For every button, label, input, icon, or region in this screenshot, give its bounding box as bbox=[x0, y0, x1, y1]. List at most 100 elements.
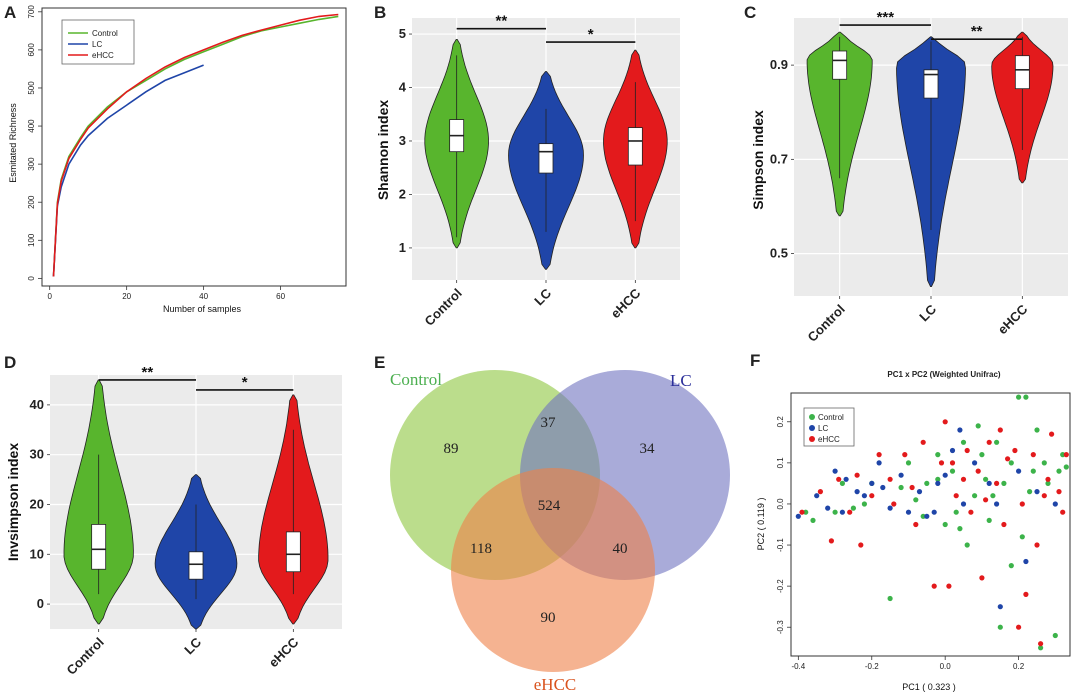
panel-f-point-control bbox=[898, 484, 904, 491]
panel-f-ytick-label: -0.2 bbox=[776, 579, 785, 593]
panel-f-point-control bbox=[1027, 489, 1033, 495]
scatter-legend-label-ehcc: eHCC bbox=[818, 435, 840, 444]
panel-f-point-control bbox=[994, 439, 1000, 445]
panel-f-point-ehcc bbox=[949, 460, 956, 466]
panel-f-point-ehcc bbox=[887, 476, 893, 482]
panel-a-ylabel: Esmitated Richness bbox=[8, 103, 18, 183]
panel-f-point-ehcc bbox=[858, 542, 864, 548]
d-ytick-label: 20 bbox=[30, 496, 44, 511]
panel-f-point-control bbox=[1052, 632, 1058, 639]
panel-f-point-control bbox=[1041, 460, 1047, 466]
panel-f-point-ehcc bbox=[986, 439, 992, 445]
panel-f-point-control bbox=[1023, 394, 1029, 400]
panel-f-point-lc bbox=[814, 493, 820, 499]
b-box-ehcc bbox=[627, 127, 643, 166]
c-xtick-label-ehcc: eHCC bbox=[995, 301, 1031, 337]
b-ytick-label: 5 bbox=[399, 26, 406, 41]
panel-f-point-ehcc bbox=[1038, 641, 1044, 647]
panel-f-point-control bbox=[942, 521, 948, 528]
panel-f-point-ehcc bbox=[1023, 591, 1029, 598]
panel-f-point-ehcc bbox=[975, 468, 981, 474]
panel-f-point-lc bbox=[869, 480, 875, 486]
panel-f-point-lc bbox=[949, 447, 956, 454]
legend-label-lc: LC bbox=[92, 40, 102, 49]
panel-f-point-control bbox=[957, 526, 963, 532]
panel-f-point-ehcc bbox=[913, 521, 919, 528]
panel-a-ytick-label: 500 bbox=[27, 81, 36, 95]
panel-f-point-lc bbox=[832, 468, 838, 474]
c-ytick-label: 0.9 bbox=[770, 57, 788, 72]
panel-f-point-control bbox=[850, 505, 857, 511]
b-significance-label: * bbox=[588, 26, 594, 43]
panel-a-ytick-label: 100 bbox=[27, 233, 36, 247]
panel-f-point-control bbox=[990, 493, 996, 499]
panel-f-point-ehcc bbox=[946, 583, 952, 589]
panel-f-point-control bbox=[935, 476, 941, 482]
panel-f-point-control bbox=[1063, 464, 1069, 470]
panel-a-ytick-label: 600 bbox=[27, 43, 36, 57]
panel-f-point-ehcc bbox=[902, 452, 908, 458]
panel-f-point-ehcc bbox=[799, 509, 805, 515]
panel-f-point-control bbox=[975, 423, 981, 429]
panel-f-legend: Control LC eHCC bbox=[803, 407, 855, 447]
panel-f-point-ehcc bbox=[942, 419, 948, 425]
panel-f-point-control bbox=[986, 517, 992, 524]
panel-f-point-ehcc bbox=[1056, 489, 1062, 495]
panel-a-xlabel: Number of samples bbox=[163, 304, 242, 314]
panel-f-point-ehcc bbox=[1060, 509, 1066, 515]
panel-f-point-control bbox=[1008, 460, 1014, 466]
c-xtick-label-control: Control bbox=[804, 302, 847, 345]
panel-f-point-control bbox=[972, 493, 978, 499]
panel-f-point-ehcc bbox=[920, 439, 926, 445]
d-box-lc bbox=[188, 551, 204, 580]
d-ytick-label: 0 bbox=[37, 596, 44, 611]
panel-f-point-lc bbox=[994, 501, 1000, 507]
panel-f-point-ehcc bbox=[891, 501, 897, 507]
panel-f-point-lc bbox=[876, 460, 882, 466]
panel-f-point-lc bbox=[795, 513, 801, 519]
panel-f-point-control bbox=[960, 439, 967, 445]
panel-f-point-lc bbox=[916, 489, 923, 495]
panel-f-point-control bbox=[1034, 427, 1040, 433]
panel-f-point-ehcc bbox=[1034, 542, 1040, 548]
legend-dot-control bbox=[809, 414, 815, 420]
panel-c-ylabel: Simpson index bbox=[750, 110, 766, 210]
venn-region-lc-only: 34 bbox=[640, 441, 656, 457]
panel-f-point-lc bbox=[1052, 501, 1058, 507]
panel-f-point-ehcc bbox=[847, 509, 853, 515]
panel-f-point-ehcc bbox=[931, 583, 937, 589]
panel-f-point-lc bbox=[843, 476, 849, 482]
c-xtick-label-lc: LC bbox=[916, 301, 939, 324]
panel-f-title: PC1 x PC2 (Weighted Unifrac) bbox=[887, 370, 1001, 379]
panel-f-point-ehcc bbox=[869, 493, 875, 499]
panel-f-point-control bbox=[1001, 480, 1007, 486]
b-ytick-label: 1 bbox=[399, 240, 406, 255]
panel-f-point-control bbox=[1016, 394, 1022, 400]
panel-f-ylabel: PC2 ( 0.119 ) bbox=[756, 498, 766, 551]
panel-a-xtick-label: 20 bbox=[122, 292, 131, 301]
panel-f-point-lc bbox=[880, 484, 886, 491]
d-xtick-label-ehcc: eHCC bbox=[266, 634, 302, 670]
panel-d-ylabel: Invsimpson index bbox=[5, 443, 21, 561]
b-ytick-label: 3 bbox=[399, 133, 406, 148]
panel-f-point-control bbox=[1008, 563, 1014, 569]
legend-dot-ehcc bbox=[809, 436, 815, 442]
d-xtick-label-control: Control bbox=[63, 635, 106, 678]
panel-f-point-control bbox=[1038, 645, 1044, 651]
panel-f-xtick-label: 0.2 bbox=[1013, 662, 1025, 671]
panel-f-point-control bbox=[832, 509, 838, 515]
panel-f-xtick-label: -0.2 bbox=[865, 662, 879, 671]
panel-f-point-control bbox=[1056, 468, 1062, 474]
panel-f-point-lc bbox=[1023, 558, 1029, 565]
panel-f-point-lc bbox=[825, 505, 831, 511]
panel-f-point-ehcc bbox=[1019, 501, 1025, 507]
panel-f-point-control bbox=[810, 517, 816, 524]
panel-a-xtick-label: 40 bbox=[199, 292, 208, 301]
c-significance-label: *** bbox=[877, 9, 895, 26]
panel-f-point-ehcc bbox=[1030, 452, 1036, 458]
panel-f-point-ehcc bbox=[960, 476, 967, 482]
panel-f-point-ehcc bbox=[964, 447, 970, 454]
panel-f-point-lc bbox=[887, 505, 893, 511]
panel-f-point-ehcc bbox=[854, 472, 860, 478]
